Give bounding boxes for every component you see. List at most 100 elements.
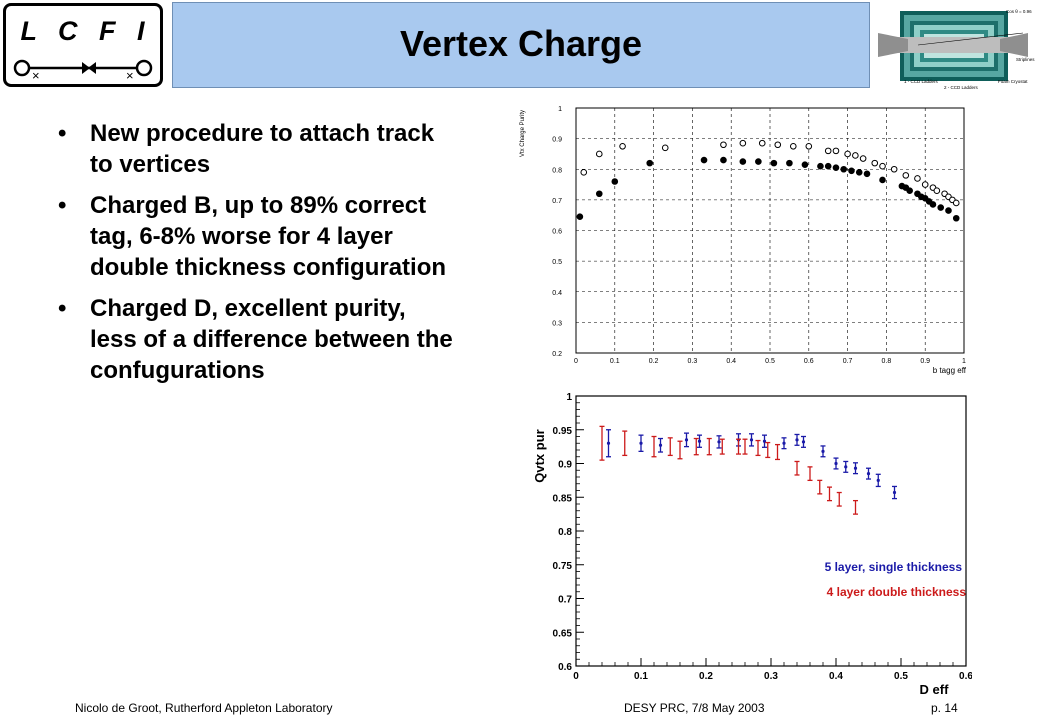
top-point-filled: [832, 164, 840, 172]
top-y-tick-label: 0.2: [552, 351, 562, 358]
bottom-x-tick-label: 0.4: [829, 671, 843, 682]
top-point-open: [914, 175, 921, 182]
bottom-x-axis-label: D eff: [920, 682, 950, 697]
detector-schematic: Cos θ = 0.96 Striplines 1 - CCD Ladders …: [878, 3, 1036, 93]
red-error-bar: [719, 438, 725, 455]
red-error-bar: [736, 438, 741, 455]
top-point-open: [595, 150, 603, 158]
top-x-axis-label: b tagg eff: [933, 366, 967, 375]
top-point-open: [921, 181, 929, 188]
red-error-bar: [853, 499, 858, 515]
top-point-filled: [801, 161, 809, 168]
detector-label-foam: Foam Cryostat: [998, 79, 1028, 84]
bottom-y-tick-label: 1: [566, 392, 572, 403]
bullet-item: • Charged B, up to 89% correct tag, 6-8% …: [58, 190, 458, 283]
top-x-tick-label: 0.6: [804, 358, 814, 365]
top-point-open: [580, 169, 588, 176]
top-point-open: [774, 141, 782, 149]
top-point-filled: [855, 169, 863, 176]
detector-label-ccd1: 1 - CCD Ladders: [904, 79, 939, 84]
top-point-open: [824, 147, 832, 155]
top-point-filled: [576, 213, 584, 221]
red-error-bar: [599, 425, 605, 461]
bottom-y-tick-label: 0.85: [553, 493, 573, 504]
bottom-x-tick-label: 0.5: [894, 671, 908, 682]
bottom-y-tick-label: 0.9: [558, 460, 572, 471]
blue-error-bar: [866, 467, 871, 480]
top-point-filled: [879, 176, 886, 184]
top-point-filled: [937, 204, 945, 211]
top-point-open: [832, 147, 840, 155]
top-point-filled: [739, 158, 747, 165]
top-point-filled: [952, 214, 960, 222]
top-point-open: [739, 139, 747, 147]
top-x-tick-label: 0.1: [610, 358, 620, 365]
blue-error-bar: [606, 429, 611, 458]
top-y-axis-label: Vtx Charge Purity: [520, 110, 526, 157]
top-y-tick-label: 1: [558, 106, 562, 113]
lcfi-logo: L C F I × ×: [3, 3, 163, 87]
top-x-tick-label: 0.8: [882, 358, 892, 365]
top-point-filled: [755, 158, 762, 165]
top-y-tick-label: 0.8: [552, 167, 562, 174]
top-y-tick-label: 0.4: [552, 290, 562, 297]
blue-error-bar: [716, 435, 722, 449]
bottom-y-tick-label: 0.6: [558, 662, 572, 673]
top-point-open: [859, 155, 867, 162]
bullet-list: • New procedure to attach track to vertic…: [58, 118, 458, 396]
top-point-open: [844, 150, 851, 158]
d-charge-purity-chart: 0 0.1 0.2 0.3 0.4 0.5 0.6 0.6 0.65 0.7 0.75 0.8 0.85…: [526, 384, 972, 700]
bullet-marker: •: [58, 120, 67, 147]
top-point-filled: [817, 162, 824, 170]
red-error-bar: [622, 430, 628, 457]
b-charge-purity-chart: 0 0.1 0.2 0.3 0.4 0.5 0.6 0.7 0.8 0.9 1 0.2 0.3 0.4 0.…: [498, 96, 970, 378]
red-error-bar: [667, 437, 673, 457]
top-point-filled: [848, 167, 855, 175]
blue-error-bar: [801, 435, 806, 448]
blue-error-bar: [749, 433, 754, 447]
svg-text:×: ×: [32, 68, 40, 83]
detector-label-striplines: Striplines: [1016, 57, 1035, 62]
detector-label-ccd2: 2 - CCD Ladders: [944, 85, 979, 90]
top-x-tick-label: 0.3: [688, 358, 698, 365]
top-point-open: [871, 159, 879, 167]
bullet-item: • New procedure to attach track to vertic…: [58, 118, 458, 180]
bullet-marker: •: [58, 295, 67, 322]
bottom-y-tick-label: 0.8: [558, 527, 572, 538]
top-x-tick-label: 0.7: [843, 358, 853, 365]
top-y-tick-label: 0.6: [552, 229, 562, 236]
top-point-filled: [824, 162, 832, 170]
top-point-open: [805, 142, 813, 150]
blue-error-bar: [684, 432, 689, 448]
bottom-y-tick-label: 0.7: [558, 595, 572, 606]
top-point-filled: [840, 165, 848, 173]
blue-error-bar: [833, 457, 839, 470]
top-point-filled: [595, 190, 603, 198]
logo-beamline-icon: × ×: [13, 59, 153, 83]
bottom-x-tick-label: 0: [573, 671, 579, 682]
red-error-bar: [765, 441, 771, 459]
bottom-y-tick-label: 0.95: [553, 426, 573, 437]
red-error-bar: [827, 486, 832, 502]
top-y-tick-label: 0.7: [552, 198, 562, 205]
red-error-bar: [742, 438, 748, 455]
top-point-open: [758, 139, 766, 147]
red-error-bar: [677, 440, 683, 460]
top-y-tick-label: 0.3: [552, 320, 562, 327]
blue-error-bar: [697, 434, 702, 448]
detector-label-cos: Cos θ = 0.96: [1006, 9, 1032, 14]
svg-text:×: ×: [126, 68, 134, 83]
top-point-open: [902, 172, 910, 179]
bullet-text: New procedure to attach track to vertice…: [90, 120, 435, 178]
logo-text: L C F I: [20, 16, 152, 46]
top-x-tick-label: 0.2: [649, 358, 659, 365]
bottom-y-tick-label: 0.65: [553, 628, 573, 639]
top-point-open: [879, 162, 886, 170]
top-point-filled: [863, 170, 871, 178]
top-y-tick-label: 0.9: [552, 137, 562, 144]
top-point-filled: [646, 159, 654, 167]
red-error-bar: [807, 466, 813, 482]
footer-author: Nicolo de Groot, Rutherford Appleton Lab…: [75, 701, 333, 715]
bottom-x-tick-label: 0.1: [634, 671, 648, 682]
bottom-y-tick-label: 0.75: [553, 561, 573, 572]
